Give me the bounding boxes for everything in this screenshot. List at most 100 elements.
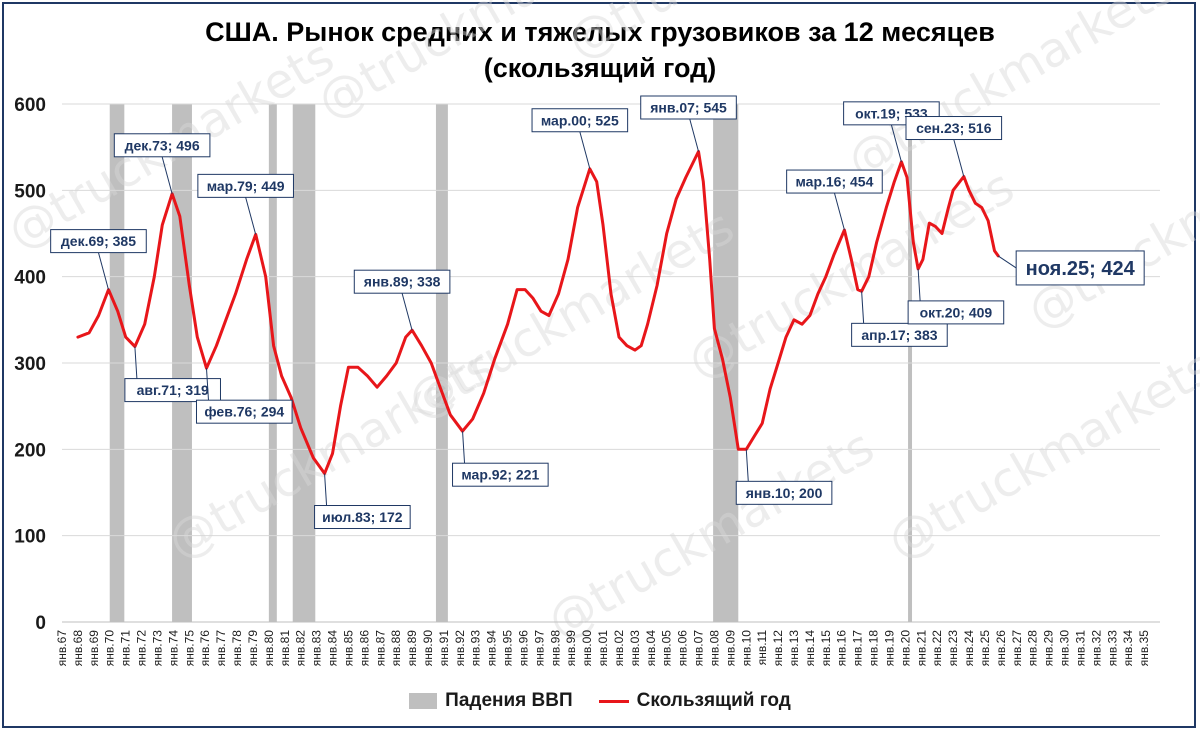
annotation-leader bbox=[205, 368, 209, 401]
annotation-label: янв.89; 338 bbox=[364, 274, 441, 290]
x-tick-label: янв.77 bbox=[214, 630, 228, 667]
annotation-label: янв.10; 200 bbox=[746, 485, 823, 501]
x-tick-label: янв.97 bbox=[532, 630, 546, 667]
x-tick-label: янв.00 bbox=[580, 630, 594, 667]
legend-swatch-rolling-year bbox=[598, 699, 629, 703]
x-tick-label: янв.26 bbox=[994, 630, 1008, 667]
y-tick-label: 500 bbox=[14, 181, 46, 202]
x-tick-label: янв.71 bbox=[119, 630, 133, 667]
x-tick-label: янв.87 bbox=[373, 630, 387, 667]
x-tick-label: янв.32 bbox=[1089, 630, 1103, 667]
annotation-label: апр.17; 383 bbox=[861, 327, 937, 343]
annotation-leader bbox=[579, 131, 591, 169]
annotation-box bbox=[314, 505, 411, 530]
annotation-box bbox=[50, 229, 147, 254]
annotation-leader bbox=[462, 431, 466, 464]
y-tick-label: 600 bbox=[14, 95, 46, 116]
x-tick-label: янв.67 bbox=[55, 630, 69, 667]
annotation-box bbox=[1015, 250, 1145, 286]
y-tick-label: 100 bbox=[14, 527, 46, 548]
x-tick-label: янв.81 bbox=[278, 630, 292, 667]
y-tick-label: 400 bbox=[14, 268, 46, 289]
x-tick-label: янв.24 bbox=[962, 630, 976, 667]
annotation-leader bbox=[97, 252, 109, 290]
watermark-text: @truckmarkets bbox=[538, 419, 883, 651]
annotation-label: дек.73; 496 bbox=[125, 137, 200, 153]
x-tick-label: янв.35 bbox=[1137, 630, 1151, 667]
annotation-box bbox=[735, 480, 833, 505]
annotation-label: июл.83; 172 bbox=[322, 509, 403, 525]
x-tick-label: янв.14 bbox=[803, 630, 817, 667]
x-tick-label: янв.21 bbox=[914, 630, 928, 667]
y-tick-label: 0 bbox=[35, 613, 46, 634]
y-tick-label: 300 bbox=[14, 354, 46, 375]
annotation-box bbox=[786, 169, 883, 194]
legend-item-recession: Падения ВВП bbox=[409, 690, 573, 712]
x-tick-label: янв.34 bbox=[1121, 630, 1135, 667]
annotation-box bbox=[452, 462, 549, 487]
annotation-box bbox=[197, 173, 294, 198]
legend-label-rolling-year: Скользящий год bbox=[636, 690, 791, 711]
x-tick-label: янв.69 bbox=[87, 630, 101, 667]
x-tick-label: янв.13 bbox=[787, 630, 801, 667]
annotation-box bbox=[905, 116, 1003, 141]
annotation-leader bbox=[997, 255, 1017, 269]
annotation-label: окт.20; 409 bbox=[920, 304, 993, 320]
x-tick-label: янв.75 bbox=[182, 630, 196, 667]
x-tick-label: янв.08 bbox=[707, 630, 721, 667]
annotation-box bbox=[907, 300, 1005, 325]
x-tick-label: янв.30 bbox=[1058, 630, 1072, 667]
annotation-box bbox=[124, 378, 221, 403]
x-tick-label: янв.12 bbox=[771, 630, 785, 667]
x-tick-label: янв.33 bbox=[1105, 630, 1119, 667]
annotation-label: янв.07; 545 bbox=[650, 100, 727, 116]
x-tick-label: янв.74 bbox=[166, 630, 180, 667]
annotation-label: мар.16; 454 bbox=[795, 174, 873, 190]
watermark-text: @truckmarkets bbox=[398, 199, 743, 431]
annotation-leader bbox=[401, 293, 413, 331]
annotation-box bbox=[851, 322, 948, 347]
annotation-box bbox=[531, 108, 629, 133]
x-tick-label: янв.16 bbox=[835, 630, 849, 667]
x-tick-label: янв.93 bbox=[469, 630, 483, 667]
annotation-leader bbox=[161, 156, 173, 194]
annotation-box bbox=[195, 399, 293, 424]
x-tick-label: янв.28 bbox=[1026, 630, 1040, 667]
legend-swatch-recession bbox=[409, 693, 438, 709]
annotation-leader bbox=[833, 192, 845, 231]
chart-title: США. Рынок средних и тяжелых грузовиков … bbox=[205, 17, 995, 47]
chart-title-block: США. Рынок средних и тяжелых грузовиков … bbox=[0, 14, 1200, 86]
x-tick-label: янв.79 bbox=[246, 630, 260, 667]
annotation-label: мар.00; 525 bbox=[541, 112, 619, 128]
x-tick-label: янв.92 bbox=[453, 630, 467, 667]
annotation-label: фев.76; 294 bbox=[204, 404, 284, 420]
annotation-leader bbox=[890, 124, 902, 162]
x-tick-label: янв.80 bbox=[262, 630, 276, 667]
annotation-leader bbox=[245, 197, 257, 235]
x-tick-label: янв.25 bbox=[978, 630, 992, 667]
annotation-label: дек.69; 385 bbox=[61, 233, 136, 249]
x-tick-label: янв.86 bbox=[357, 630, 371, 667]
legend: Падения ВВП Скользящий год bbox=[0, 690, 1200, 712]
x-tick-label: янв.04 bbox=[644, 630, 658, 667]
watermark-text: @truckmarkets bbox=[1018, 109, 1200, 341]
x-tick-label: янв.78 bbox=[230, 630, 244, 667]
annotation-box bbox=[640, 95, 737, 120]
annotation-label: ноя.25; 424 bbox=[1026, 258, 1136, 280]
x-tick-label: янв.95 bbox=[501, 630, 515, 667]
x-tick-label: янв.09 bbox=[723, 630, 737, 667]
x-tick-label: янв.91 bbox=[437, 630, 451, 667]
x-tick-label: янв.70 bbox=[103, 630, 117, 667]
x-tick-label: янв.89 bbox=[405, 630, 419, 667]
x-tick-label: янв.15 bbox=[819, 630, 833, 667]
x-tick-label: янв.29 bbox=[1042, 630, 1056, 667]
x-tick-label: янв.94 bbox=[485, 630, 499, 667]
annotation-label: мар.92; 221 bbox=[461, 467, 539, 483]
x-tick-label: янв.31 bbox=[1073, 630, 1087, 667]
legend-label-recession: Падения ВВП bbox=[445, 690, 573, 711]
x-tick-label: янв.27 bbox=[1010, 630, 1024, 667]
x-tick-label: янв.02 bbox=[612, 630, 626, 667]
y-tick-label: 200 bbox=[14, 440, 46, 461]
x-tick-label: янв.73 bbox=[150, 630, 164, 667]
